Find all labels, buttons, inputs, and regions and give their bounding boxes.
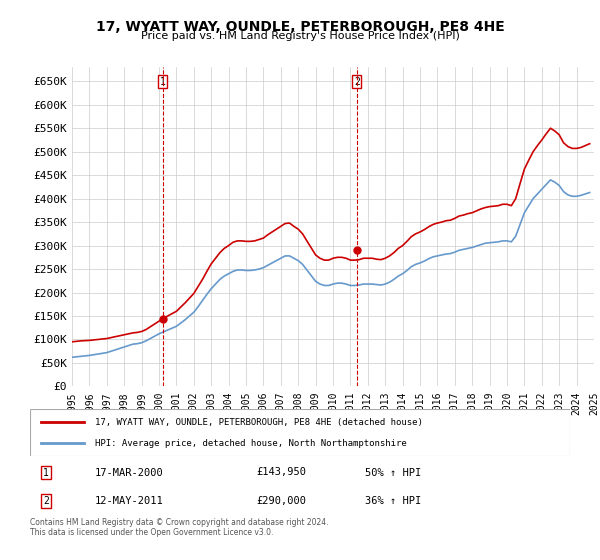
Text: £290,000: £290,000 [257,496,307,506]
Text: £143,950: £143,950 [257,468,307,478]
Text: 1: 1 [160,77,166,87]
Text: 50% ↑ HPI: 50% ↑ HPI [365,468,421,478]
Text: HPI: Average price, detached house, North Northamptonshire: HPI: Average price, detached house, Nort… [95,438,407,447]
Text: 17, WYATT WAY, OUNDLE, PETERBOROUGH, PE8 4HE: 17, WYATT WAY, OUNDLE, PETERBOROUGH, PE8… [95,20,505,34]
Text: 36% ↑ HPI: 36% ↑ HPI [365,496,421,506]
Text: 2: 2 [354,77,360,87]
Text: 17-MAR-2000: 17-MAR-2000 [95,468,164,478]
Text: 1: 1 [43,468,49,478]
Text: Price paid vs. HM Land Registry's House Price Index (HPI): Price paid vs. HM Land Registry's House … [140,31,460,41]
Text: 2: 2 [43,496,49,506]
Text: 12-MAY-2011: 12-MAY-2011 [95,496,164,506]
Text: Contains HM Land Registry data © Crown copyright and database right 2024.
This d: Contains HM Land Registry data © Crown c… [30,518,329,538]
Text: 17, WYATT WAY, OUNDLE, PETERBOROUGH, PE8 4HE (detached house): 17, WYATT WAY, OUNDLE, PETERBOROUGH, PE8… [95,418,422,427]
FancyBboxPatch shape [30,409,570,456]
